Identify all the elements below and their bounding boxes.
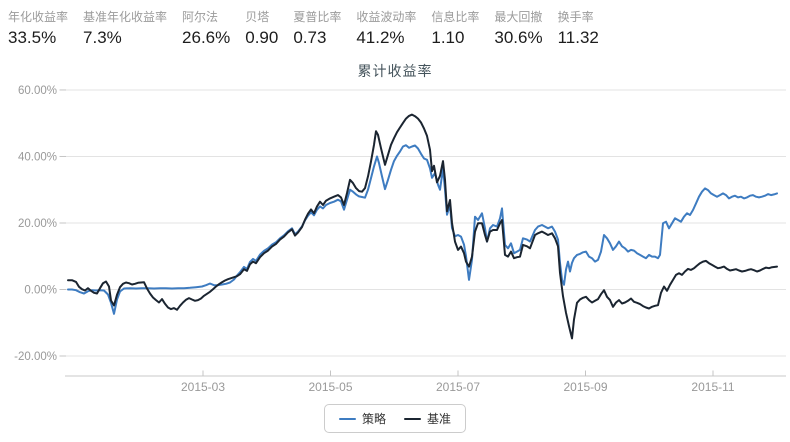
stat-label: 换手率 bbox=[557, 10, 594, 24]
stat-beta: 贝塔 0.90 bbox=[245, 10, 278, 48]
stat-label: 收益波动率 bbox=[356, 10, 417, 24]
stat-value: 30.6% bbox=[494, 28, 543, 47]
stat-value: 33.5% bbox=[8, 28, 57, 47]
stat-value: 0.73 bbox=[293, 28, 327, 47]
y-axis-label: 20.00% bbox=[18, 218, 57, 230]
legend-label: 基准 bbox=[427, 412, 452, 426]
chart-legend: 策略 基准 bbox=[0, 404, 790, 433]
chart-title: 累计收益率 bbox=[357, 63, 433, 79]
stat-return-volatility: 收益波动率 41.2% bbox=[356, 10, 416, 48]
series-line-benchmark[interactable] bbox=[67, 113, 778, 340]
stat-value: 11.32 bbox=[557, 28, 599, 47]
performance-stats-row: 年化收益率 33.5% 基准年化收益率 7.3% 阿尔法 26.6% 贝塔 0.90 夏普比率 0… bbox=[8, 10, 599, 48]
stat-turnover-rate: 换手率 11.32 bbox=[558, 10, 599, 48]
stat-information-ratio: 信息比率 1.10 bbox=[431, 10, 479, 48]
y-axis-label: 60.00% bbox=[18, 85, 57, 97]
x-axis-label: 2015-05 bbox=[308, 380, 352, 394]
stat-label: 阿尔法 bbox=[182, 10, 219, 24]
legend-box: 策略 基准 bbox=[323, 404, 467, 433]
legend-item-benchmark[interactable]: 基准 bbox=[404, 410, 451, 427]
stat-label: 信息比率 bbox=[431, 10, 480, 24]
stat-value: 0.90 bbox=[245, 28, 279, 47]
stat-max-drawdown: 最大回撤 30.6% bbox=[494, 10, 542, 48]
x-axis-label: 2015-03 bbox=[181, 380, 225, 394]
stat-annualized-return: 年化收益率 33.5% bbox=[8, 10, 68, 48]
x-axis-label: 2015-11 bbox=[691, 380, 734, 394]
stat-alpha: 阿尔法 26.6% bbox=[182, 10, 230, 48]
legend-line-swatch-icon bbox=[338, 417, 356, 420]
stat-label: 基准年化收益率 bbox=[83, 10, 168, 24]
y-axis-label: -20.00% bbox=[14, 351, 57, 363]
x-axis-label: 2015-09 bbox=[563, 380, 607, 394]
series-line-strategy[interactable] bbox=[67, 144, 778, 315]
stat-benchmark-annualized-return: 基准年化收益率 7.3% bbox=[83, 10, 167, 48]
legend-item-strategy[interactable]: 策略 bbox=[338, 410, 386, 427]
stat-value: 26.6% bbox=[182, 28, 231, 47]
stat-label: 年化收益率 bbox=[8, 10, 69, 24]
stat-sharpe-ratio: 夏普比率 0.73 bbox=[293, 10, 341, 48]
y-axis-label: 0.00% bbox=[24, 285, 57, 297]
stat-value: 1.10 bbox=[431, 28, 465, 47]
x-axis-label: 2015-07 bbox=[436, 380, 480, 394]
stat-label: 夏普比率 bbox=[293, 10, 342, 24]
legend-line-swatch-icon bbox=[404, 417, 421, 420]
stat-label: 贝塔 bbox=[245, 10, 270, 24]
stat-value: 7.3% bbox=[83, 28, 122, 47]
legend-label: 策略 bbox=[361, 412, 386, 426]
stat-label: 最大回撤 bbox=[494, 10, 543, 24]
y-axis-label: 40.00% bbox=[18, 151, 57, 163]
stat-value: 41.2% bbox=[356, 28, 405, 47]
